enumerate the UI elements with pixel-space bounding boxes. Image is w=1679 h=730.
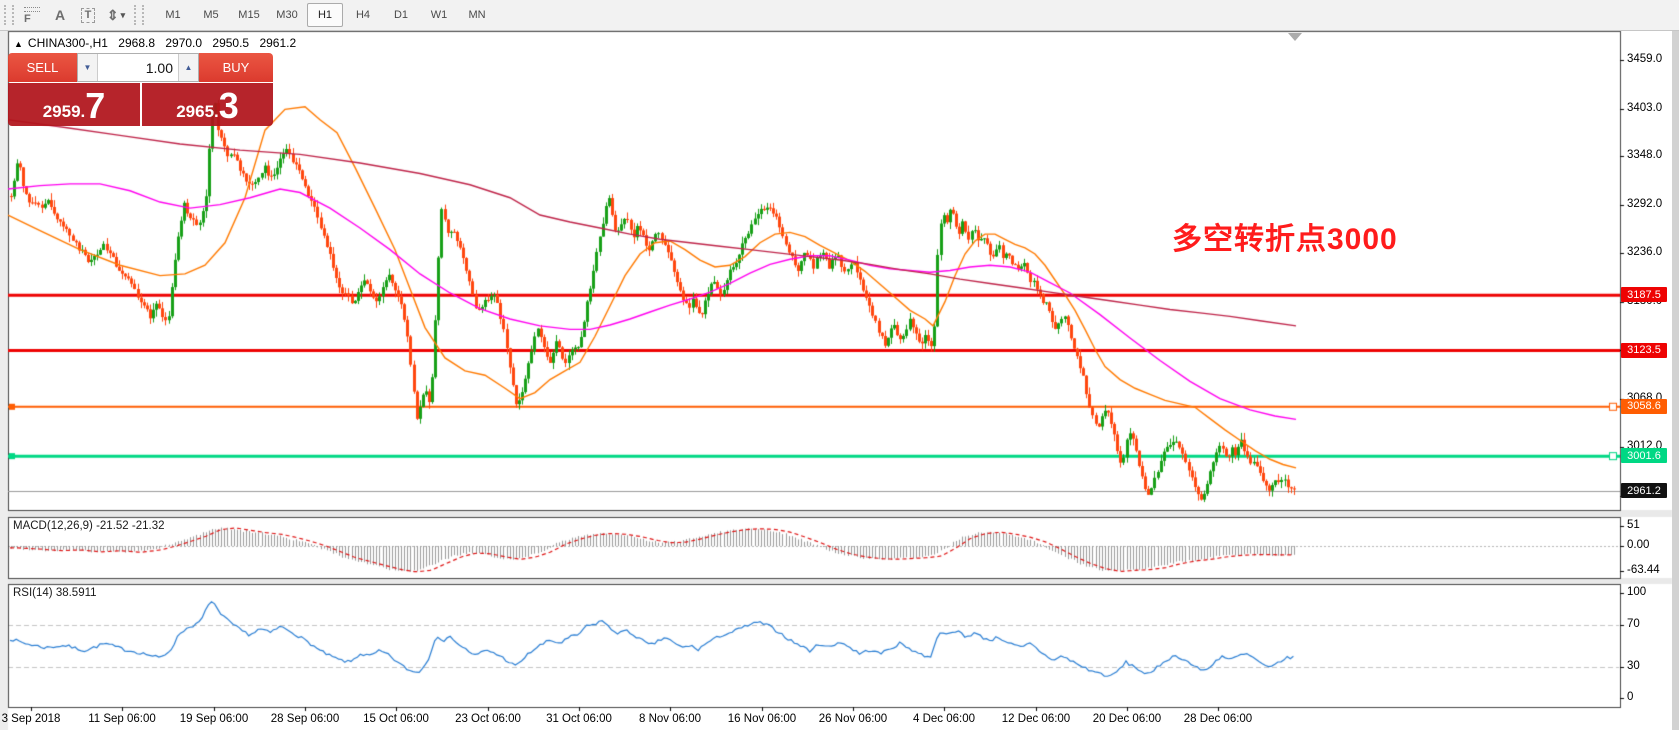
ohlc-close: 2961.2 [259, 36, 297, 50]
buy-price-big-digit: 3 [218, 85, 239, 126]
timeframe-button-m15[interactable]: M15 [238, 9, 260, 21]
buy-price-dot: . [214, 102, 219, 121]
volume-decrease-button[interactable]: ▼ [78, 54, 98, 81]
buy-price[interactable]: 2965. 3 [142, 83, 273, 126]
timeframe-button-m30[interactable]: M30 [276, 9, 298, 21]
buy-price-int: 2965 [176, 102, 215, 121]
text-label-icon: T [80, 7, 96, 23]
volume-spinner: ▼ 1.00 ▲ [77, 53, 199, 82]
sell-price-int: 2959 [42, 102, 81, 121]
window-right-edge [1672, 30, 1679, 730]
timeframe-button-w1[interactable]: W1 [430, 9, 448, 21]
timeframe-button-h4[interactable]: H4 [355, 9, 371, 21]
chevron-down-icon: ▾ [120, 9, 126, 20]
timeframe-button-h1[interactable]: H1 [307, 3, 343, 27]
sell-price-big-digit: 7 [85, 85, 106, 126]
arrows-icon: ⇕ [106, 6, 119, 23]
ohlc-low: 2950.5 [212, 36, 250, 50]
fibonacci-icon: F [24, 6, 40, 24]
ohlc-high: 2970.0 [165, 36, 203, 50]
volume-increase-button[interactable]: ▲ [178, 54, 198, 81]
sell-price-dot: . [80, 102, 86, 121]
collapse-triangle-icon[interactable]: ▲ [14, 39, 23, 49]
text-icon: A [54, 7, 66, 23]
volume-input[interactable]: 1.00 [145, 59, 173, 76]
chart-shift-marker-icon[interactable] [1288, 33, 1302, 41]
toolbar: F A T ⇕ ▾ M1 M5 M15 M30 H1 H4 D1 W1 MN [0, 0, 1679, 31]
symbol-period: CHINA300-,H1 [27, 36, 108, 50]
timeframe-toolbar: M1 M5 M15 M30 H1 H4 D1 W1 MN [154, 3, 496, 27]
sell-price[interactable]: 2959. 7 [8, 83, 140, 126]
text-label-tool-button[interactable]: T [74, 3, 102, 27]
arrows-tool-button[interactable]: ⇕ ▾ [102, 3, 130, 27]
one-click-trading-panel: SELL ▼ 1.00 ▲ BUY 2959. 7 2965. 3 [8, 53, 273, 126]
timeframe-button-m5[interactable]: M5 [203, 9, 219, 21]
toolbar-grip[interactable] [4, 5, 14, 25]
timeframe-button-d1[interactable]: D1 [393, 9, 409, 21]
timeframe-button-mn[interactable]: MN [468, 9, 486, 21]
timeframe-button-m1[interactable]: M1 [165, 9, 181, 21]
toolbar-grip[interactable] [134, 5, 144, 25]
fibonacci-tool-button[interactable]: F [18, 3, 46, 27]
chart-text-annotation[interactable]: 多空转折点3000 [1172, 223, 1398, 256]
text-tool-button[interactable]: A [46, 3, 74, 27]
sell-button[interactable]: SELL [8, 53, 77, 82]
buy-button[interactable]: BUY [199, 53, 273, 82]
ohlc-open: 2968.8 [118, 36, 155, 50]
symbol-ohlc-line: ▲ CHINA300-,H1 2968.8 2970.0 2950.5 2961.… [14, 36, 303, 50]
